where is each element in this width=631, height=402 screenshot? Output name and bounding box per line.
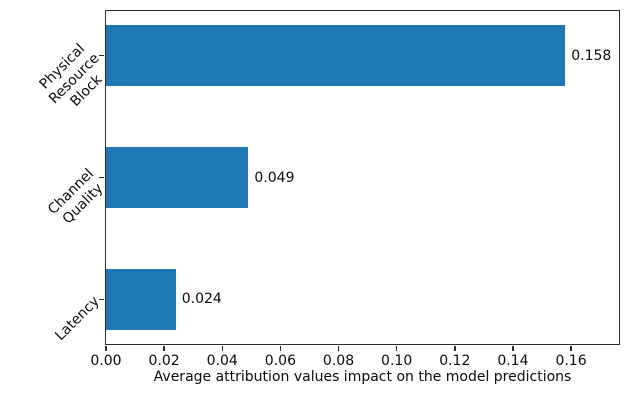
bar-value-label-2: 0.024 [181, 291, 222, 308]
x-tick-label-5: 0.10 [381, 353, 413, 369]
x-tick-label-3: 0.06 [264, 353, 296, 369]
x-tick-mark-6 [454, 345, 456, 351]
x-tick-label-0: 0.00 [90, 353, 122, 369]
y-tick-mark-2 [99, 298, 104, 301]
x-tick-label-2: 0.04 [206, 353, 238, 369]
x-tick-mark-2 [221, 345, 223, 351]
x-tick-mark-4 [337, 345, 340, 351]
y-category-label-0: Physical Resource Block [36, 40, 106, 110]
bar-value-label-0: 0.158 [571, 47, 612, 64]
bar-value-label-1: 0.049 [254, 169, 295, 186]
y-tick-mark-1 [99, 176, 104, 179]
y-category-label-1: Channel Quality [44, 165, 107, 227]
y-category-label-2: Latency [52, 293, 103, 344]
x-tick-mark-1 [163, 345, 165, 351]
plot-area: 0.158 Physical Resource Block 0.049 Channel… [37, 10, 620, 368]
x-tick-label-4: 0.08 [322, 353, 355, 369]
x-tick-mark-5 [395, 345, 398, 351]
x-tick-label-1: 0.02 [148, 353, 180, 369]
x-tick-label-8: 0.16 [555, 353, 587, 369]
y-tick-mark-0 [99, 54, 104, 57]
bar-0 [106, 25, 566, 87]
x-tick-label-7: 0.14 [497, 353, 529, 369]
x-tick-mark-7 [512, 345, 514, 351]
x-tick-mark-8 [570, 345, 572, 351]
x-axis-title: Average attribution values impact on the… [153, 369, 572, 385]
x-tick-label-6: 0.12 [439, 353, 471, 369]
bar-2 [106, 268, 176, 330]
bar-1 [106, 147, 249, 208]
x-tick-mark-3 [279, 345, 282, 351]
x-tick-mark-0 [105, 345, 107, 351]
